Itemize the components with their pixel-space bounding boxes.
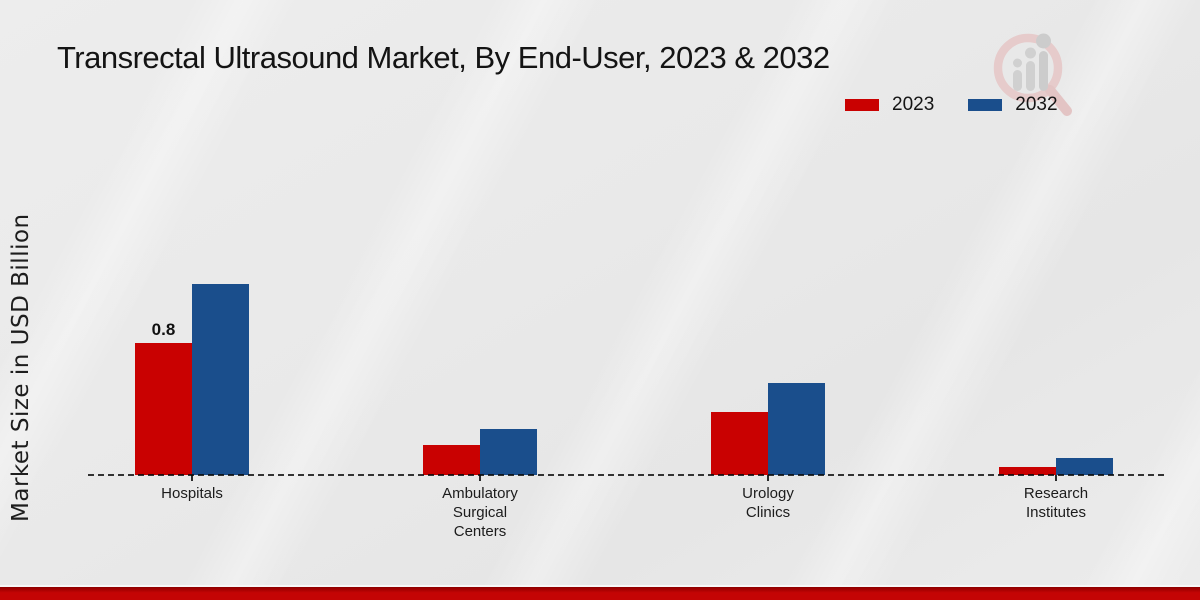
footer-divider	[0, 585, 1200, 587]
bar-value-label: 0.8	[151, 320, 176, 339]
bar-2032-hospitals	[192, 284, 249, 475]
x-axis-tick	[479, 475, 481, 481]
bar-2032-urology-clinics	[768, 383, 825, 475]
magnifier-bar-chart-logo-icon	[975, 20, 1085, 135]
bar-2023-urology-clinics	[711, 412, 768, 475]
legend-label-2023: 2023	[892, 94, 935, 115]
x-axis-baseline	[88, 474, 1164, 476]
legend-swatch-2023	[845, 99, 879, 111]
legend-item-2032: 2032	[968, 94, 1058, 116]
legend-label-2032: 2032	[1015, 94, 1058, 115]
footer-red-band	[0, 587, 1200, 600]
bar-2023-ambulatory-surgical-centers	[423, 445, 480, 475]
x-axis-tick	[191, 475, 193, 481]
x-axis-tick	[1055, 475, 1057, 481]
category-label-hospitals: Hospitals	[161, 485, 223, 502]
bar-2023-hospitals	[135, 343, 192, 475]
chart-title: Transrectal Ultrasound Market, By End-Us…	[57, 40, 830, 75]
bar-2023-research-institutes	[999, 467, 1056, 475]
category-label-research-institutes: Research Institutes	[1023, 485, 1089, 521]
legend-swatch-2032	[968, 99, 1003, 111]
category-label-ambulatory-surgical-centers: Ambulatory Surgical Centers	[442, 485, 518, 540]
bar-2032-research-institutes	[1056, 458, 1113, 475]
x-axis-tick	[767, 475, 769, 481]
bar-2032-ambulatory-surgical-centers	[480, 429, 537, 475]
category-label-urology-clinics: Urology Clinics	[742, 485, 794, 521]
legend: 2023 2032	[845, 94, 1058, 116]
legend-item-2023: 2023	[845, 94, 934, 116]
